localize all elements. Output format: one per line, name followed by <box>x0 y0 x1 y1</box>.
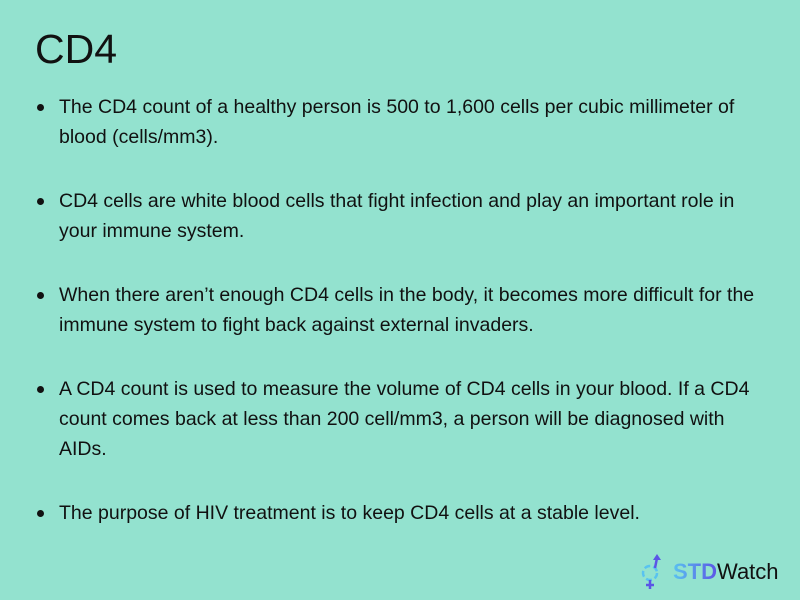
list-item: The purpose of HIV treatment is to keep … <box>37 498 757 528</box>
page-title: CD4 <box>35 26 118 72</box>
list-item: A CD4 count is used to measure the volum… <box>37 374 757 464</box>
gender-symbol-icon <box>641 554 661 589</box>
list-item: The CD4 count of a healthy person is 500… <box>37 92 757 152</box>
stdwatch-logo: STD Watch <box>637 552 779 592</box>
logo-text-watch: Watch <box>717 559 779 584</box>
logo-text-std: STD <box>673 559 717 584</box>
list-item: When there aren’t enough CD4 cells in th… <box>37 280 757 340</box>
bullet-list: The CD4 count of a healthy person is 500… <box>37 92 757 562</box>
list-item: CD4 cells are white blood cells that fig… <box>37 186 757 246</box>
